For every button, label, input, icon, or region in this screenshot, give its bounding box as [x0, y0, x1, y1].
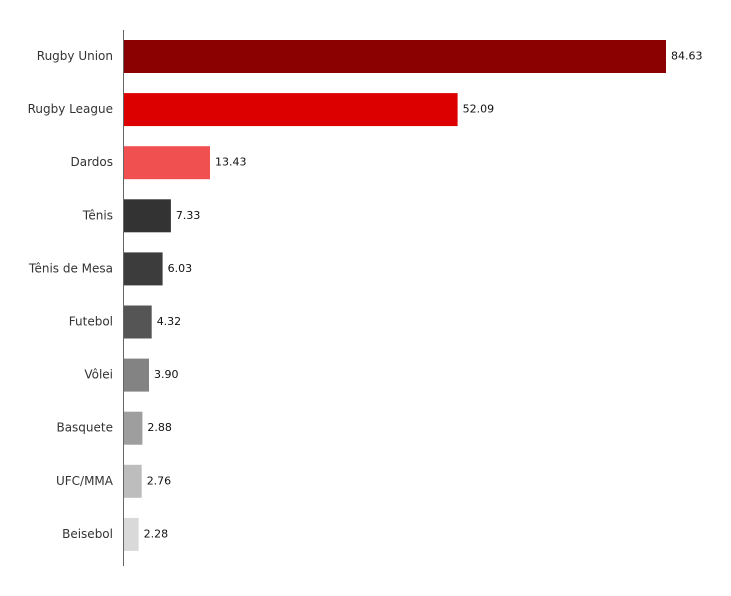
category-label-5: Futebol — [69, 315, 113, 329]
category-label-9: Beisebol — [62, 527, 113, 541]
category-label-1: Rugby League — [28, 102, 113, 116]
bar-9 — [124, 517, 139, 551]
category-label-2: Dardos — [70, 155, 113, 169]
bar-5 — [124, 305, 152, 339]
value-label-6: 3.90 — [154, 368, 179, 381]
value-label-9: 2.28 — [144, 527, 169, 540]
value-label-4: 6.03 — [168, 262, 193, 275]
bar-3 — [124, 199, 171, 233]
bars — [124, 40, 666, 551]
value-label-0: 84.63 — [671, 50, 703, 63]
category-label-3: Tênis — [82, 208, 113, 222]
value-labels: 84.63 52.09 13.43 7.33 6.03 4.32 3.90 2.88 2.76 2… — [144, 50, 703, 541]
bar-6 — [124, 358, 149, 392]
category-label-4: Tênis de Mesa — [28, 261, 113, 275]
category-label-7: Basquete — [56, 421, 113, 435]
bar-2 — [124, 146, 210, 180]
value-label-7: 2.88 — [147, 421, 172, 434]
bar-8 — [124, 464, 142, 498]
value-label-3: 7.33 — [176, 209, 201, 222]
category-label-6: Vôlei — [84, 368, 113, 382]
value-label-5: 4.32 — [157, 315, 182, 328]
bar-1 — [124, 93, 458, 127]
value-label-2: 13.43 — [215, 156, 247, 169]
category-label-0: Rugby Union — [37, 49, 113, 63]
bar-0 — [124, 40, 666, 73]
value-label-1: 52.09 — [463, 103, 495, 116]
value-label-8: 2.76 — [147, 474, 172, 487]
bar-7 — [124, 411, 143, 445]
category-label-8: UFC/MMA — [56, 474, 114, 488]
bar-4 — [124, 252, 163, 286]
category-labels: Rugby Union Rugby League Dardos Tênis Tênis … — [28, 49, 114, 541]
